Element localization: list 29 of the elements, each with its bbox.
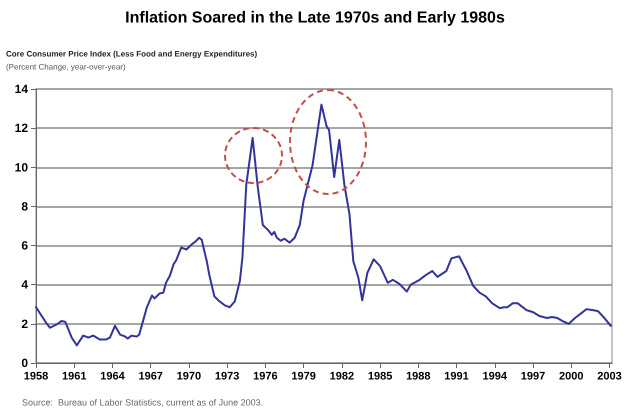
y-axis-title: (Percent Change, year-over-year) <box>6 62 126 72</box>
x-tick-label: 1979 <box>291 370 316 382</box>
x-tick-label: 1961 <box>62 370 86 382</box>
x-tick-label: 1976 <box>253 370 278 382</box>
x-tick-label: 1970 <box>176 370 202 382</box>
x-tick-label: 1973 <box>214 370 240 382</box>
y-tick-label: 12 <box>14 121 28 136</box>
chart-title: Inflation Soared in the Late 1970s and Early 1980s <box>125 10 505 26</box>
x-tick-label: 1997 <box>520 370 546 382</box>
y-tick-label: 0 <box>21 356 28 370</box>
x-tick-label: 1982 <box>330 370 354 382</box>
line-series <box>35 104 612 346</box>
source-note: Source: Bureau of Labor Statistics, current as of June 2003. <box>22 398 264 408</box>
x-tick-label: 2000 <box>558 370 584 382</box>
y-tick-label: 2 <box>21 316 28 331</box>
x-tick-label: 2003 <box>597 370 622 382</box>
x-tick-label: 1985 <box>368 370 392 382</box>
x-tick-label: 1964 <box>100 370 126 382</box>
y-tick-label: 8 <box>21 199 28 214</box>
y-tick-label: 14 <box>14 82 28 96</box>
y-tick-label: 10 <box>14 160 28 174</box>
y-tick-label: 4 <box>21 278 28 292</box>
x-tick-label: 1994 <box>482 370 508 382</box>
x-tick-label: 1958 <box>24 370 48 382</box>
chart-subtitle: Core Consumer Price Index (Less Food and Energy Expenditures) <box>6 50 258 58</box>
x-tick-label: 1988 <box>406 370 431 382</box>
x-tick-label: 1967 <box>138 370 163 382</box>
x-tick-label: 1991 <box>444 370 469 382</box>
y-tick-label: 6 <box>21 238 28 253</box>
